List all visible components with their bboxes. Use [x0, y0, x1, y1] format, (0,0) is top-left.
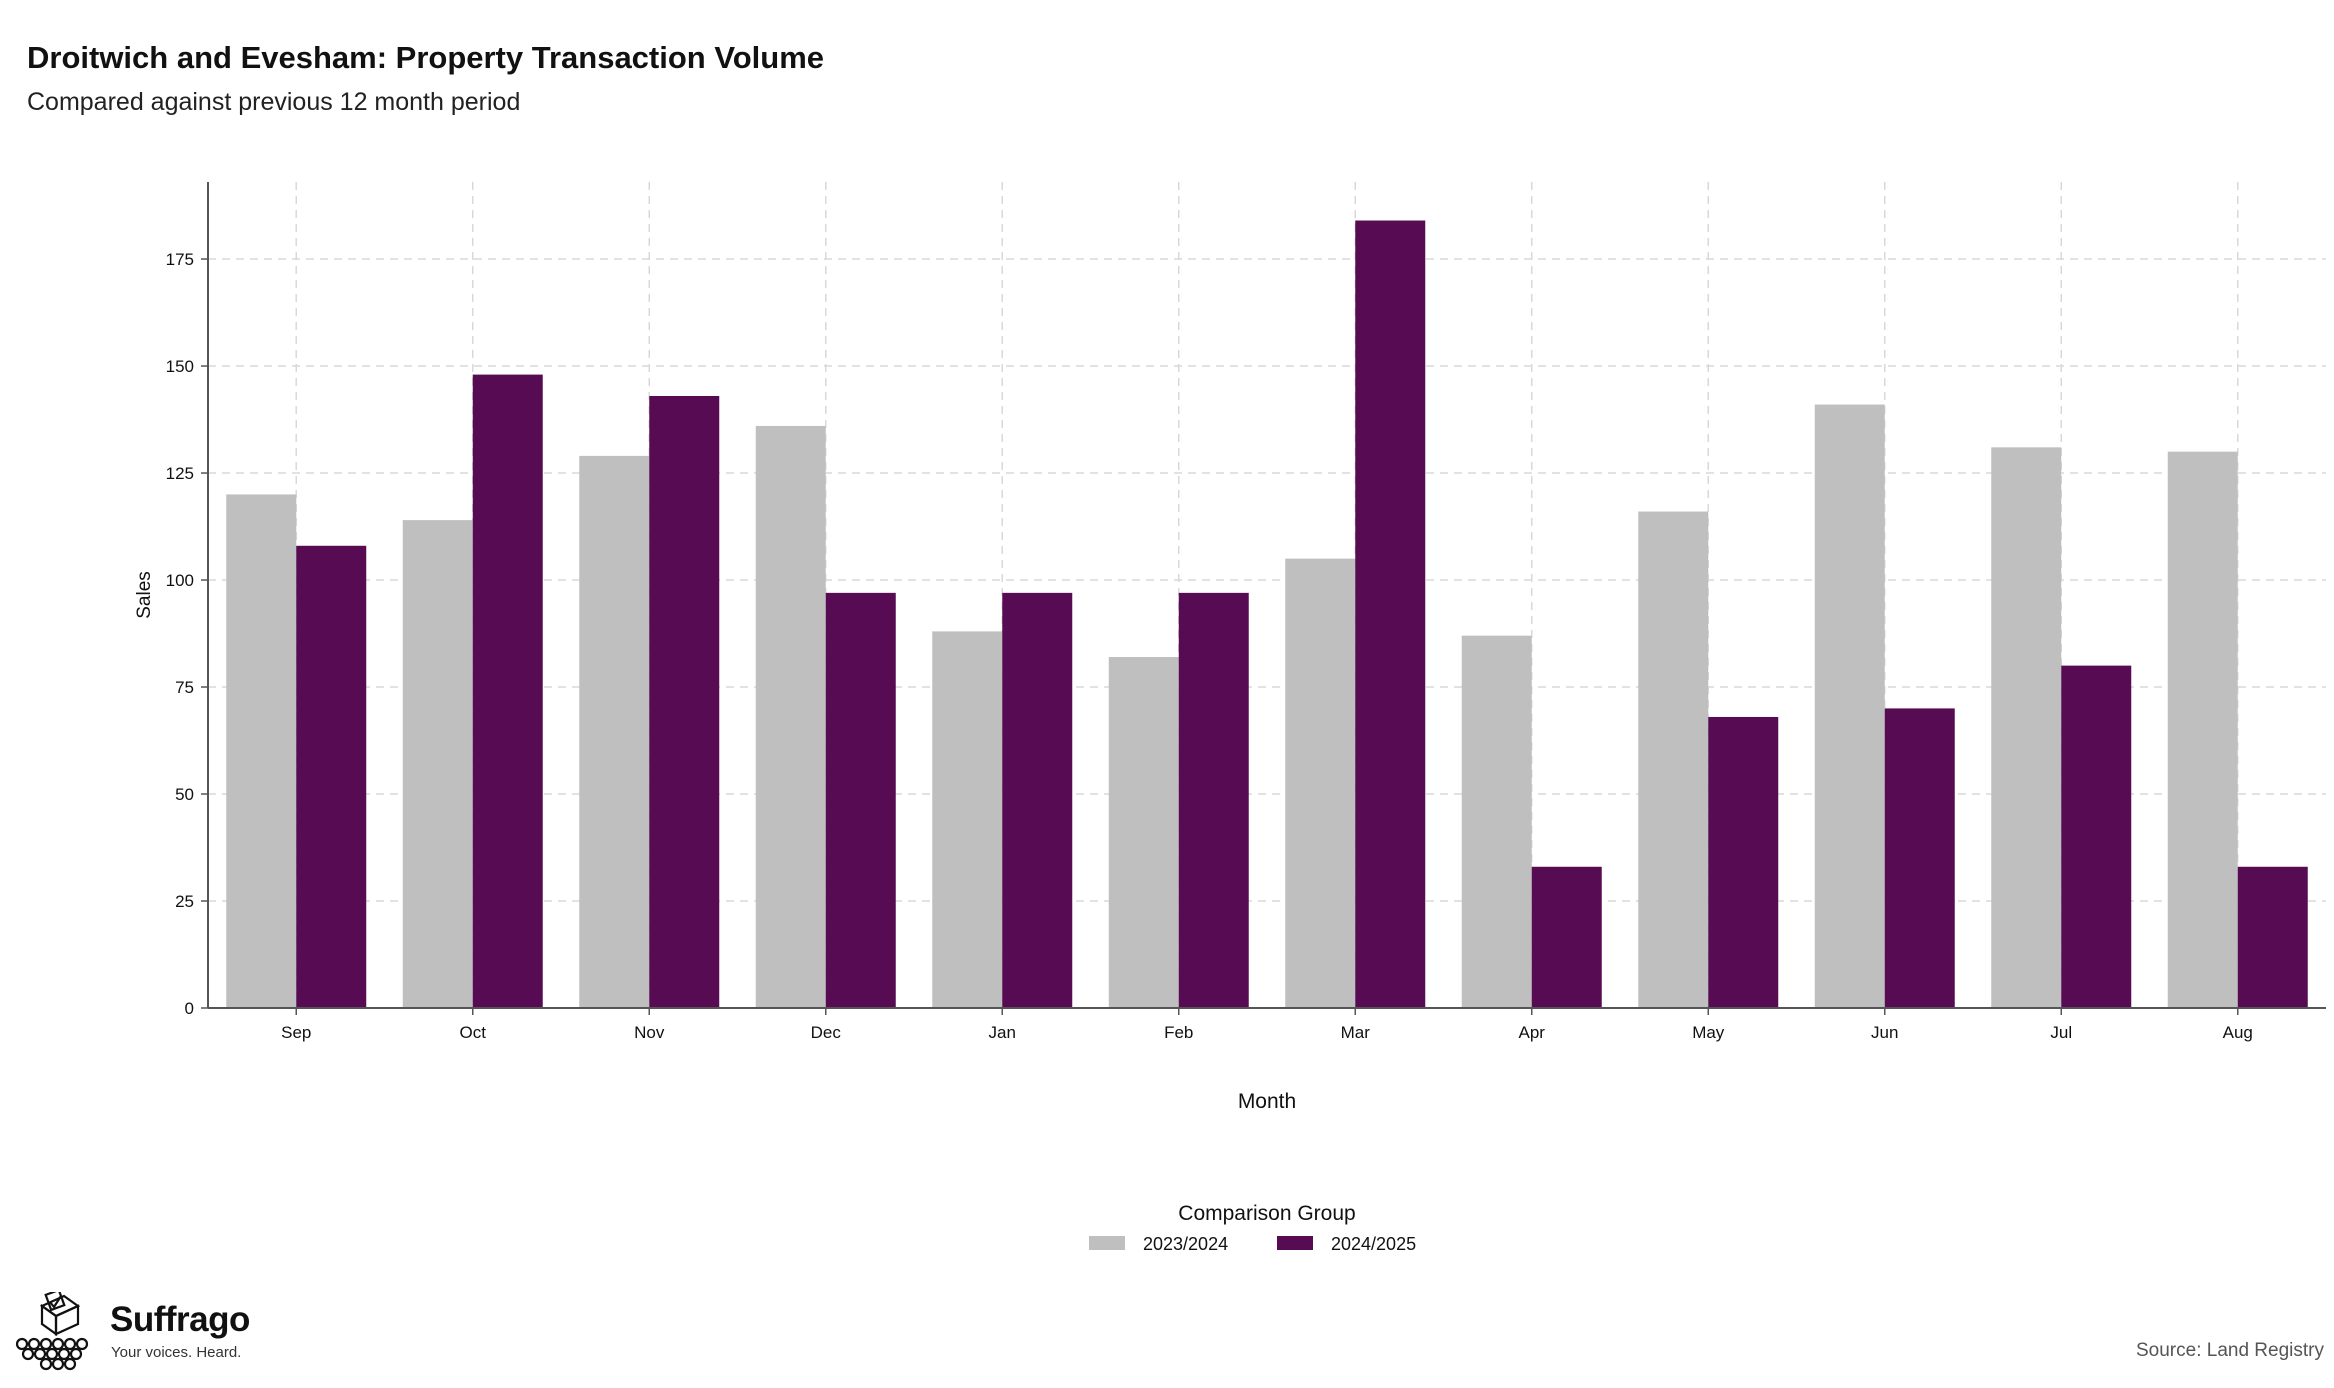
x-tick-label: Jan — [989, 1023, 1016, 1042]
x-tick-label: Aug — [2223, 1023, 2253, 1042]
y-tick-label: 125 — [166, 464, 194, 483]
y-tick-label: 75 — [175, 678, 194, 697]
bar-2023-2024-jan — [932, 631, 1003, 1008]
brand-logo: Suffrago Your voices. Heard. — [12, 1288, 272, 1372]
bar-2024-2025-oct — [472, 374, 543, 1008]
x-tick-label: Oct — [460, 1023, 487, 1042]
x-tick-label: May — [1692, 1023, 1725, 1042]
bar-2024-2025-may — [1708, 716, 1779, 1008]
bar-2023-2024-may — [1638, 511, 1709, 1008]
x-tick-label: Apr — [1519, 1023, 1546, 1042]
x-axis-title: Month — [1238, 1090, 1296, 1113]
y-tick-label: 25 — [175, 892, 194, 911]
bar-2023-2024-apr — [1461, 635, 1532, 1008]
legend-title: Comparison Group — [1178, 1202, 1355, 1225]
bar-2024-2025-aug — [2237, 866, 2308, 1008]
bar-2023-2024-dec — [755, 425, 826, 1008]
x-tick-label: Nov — [634, 1023, 665, 1042]
bar-2023-2024-feb — [1108, 657, 1179, 1008]
bar-2023-2024-sep — [226, 494, 297, 1008]
y-tick-label: 100 — [166, 571, 194, 590]
y-tick-label: 175 — [166, 250, 194, 269]
x-tick-label: Jul — [2050, 1023, 2072, 1042]
source-note: Source: Land Registry — [2136, 1340, 2324, 1361]
x-tick-label: Jun — [1871, 1023, 1898, 1042]
bar-2024-2025-jan — [1002, 592, 1073, 1008]
bar-2024-2025-mar — [1355, 220, 1426, 1008]
x-tick-label: Dec — [811, 1023, 842, 1042]
bar-2024-2025-feb — [1178, 592, 1249, 1008]
x-tick-label: Sep — [281, 1023, 311, 1042]
y-tick-label: 0 — [185, 999, 194, 1018]
brand-tagline: Your voices. Heard. — [111, 1344, 242, 1361]
bar-2024-2025-sep — [296, 545, 367, 1008]
bar-2023-2024-nov — [579, 455, 650, 1008]
y-tick-label: 50 — [175, 785, 194, 804]
bar-2023-2024-jul — [1991, 447, 2062, 1008]
bar-2024-2025-apr — [1531, 866, 1602, 1008]
bar-2024-2025-jun — [1884, 708, 1955, 1008]
chart-subtitle: Compared against previous 12 month perio… — [27, 88, 521, 116]
bar-2023-2024-oct — [402, 520, 473, 1008]
legend-label-2023-2024: 2023/2024 — [1143, 1234, 1228, 1254]
ballot-box-icon — [15, 1288, 89, 1371]
bar-2024-2025-nov — [649, 395, 720, 1008]
bar-2024-2025-jul — [2061, 665, 2132, 1008]
bar-2023-2024-jun — [1814, 404, 1885, 1009]
y-axis-title: Sales — [134, 571, 155, 619]
bar-2023-2024-aug — [2167, 451, 2238, 1008]
x-tick-label: Mar — [1341, 1023, 1371, 1042]
chart-title: Droitwich and Evesham: Property Transact… — [27, 40, 825, 75]
x-tick-label: Feb — [1164, 1023, 1193, 1042]
bar-2024-2025-dec — [825, 592, 896, 1008]
brand-name: Suffrago — [110, 1300, 250, 1339]
bar-2023-2024-mar — [1285, 558, 1356, 1008]
y-tick-label: 150 — [166, 357, 194, 376]
legend-swatch-2023-2024 — [1089, 1236, 1125, 1250]
legend-label-2024-2025: 2024/2025 — [1331, 1234, 1416, 1254]
legend-swatch-2024-2025 — [1277, 1236, 1313, 1250]
